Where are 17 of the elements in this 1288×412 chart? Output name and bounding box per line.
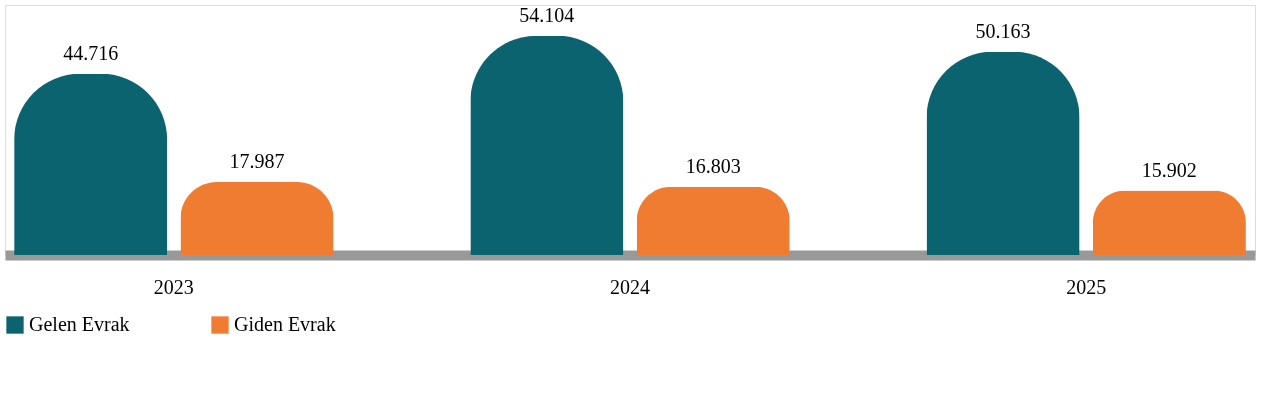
x-tick-label: 2025 (1066, 275, 1107, 298)
bar (470, 35, 624, 255)
data-label: 50.163 (975, 19, 1031, 42)
data-label: 16.803 (685, 154, 741, 177)
bar (926, 51, 1080, 255)
bar (180, 182, 334, 255)
x-tick-label: 2023 (153, 275, 194, 298)
bar (1092, 190, 1246, 255)
bar (14, 73, 168, 255)
bar (636, 186, 790, 255)
data-label: 17.987 (229, 150, 285, 173)
data-label: 15.902 (1141, 158, 1197, 181)
data-label: 54.104 (519, 3, 575, 26)
legend-label: Giden Evrak (234, 313, 336, 335)
legend-label: Gelen Evrak (29, 313, 130, 335)
x-tick-label: 2024 (610, 275, 650, 298)
data-label: 44.716 (63, 41, 119, 64)
